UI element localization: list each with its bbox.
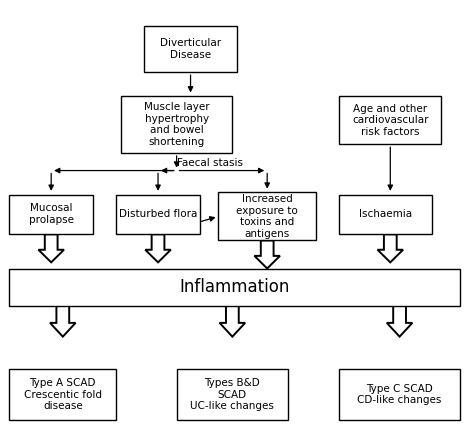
Text: Type C SCAD
CD-like changes: Type C SCAD CD-like changes — [357, 384, 442, 405]
Polygon shape — [145, 234, 171, 262]
FancyBboxPatch shape — [339, 194, 432, 234]
Polygon shape — [387, 306, 412, 337]
FancyBboxPatch shape — [9, 369, 116, 420]
Text: Ischaemia: Ischaemia — [359, 209, 412, 219]
Text: Muscle layer
hypertrophy
and bowel
shortening: Muscle layer hypertrophy and bowel short… — [144, 102, 210, 147]
FancyBboxPatch shape — [339, 369, 460, 420]
FancyBboxPatch shape — [144, 26, 237, 72]
FancyBboxPatch shape — [116, 194, 200, 234]
FancyBboxPatch shape — [339, 96, 441, 145]
Text: Faecal stasis: Faecal stasis — [177, 158, 243, 169]
Text: Disturbed flora: Disturbed flora — [119, 209, 197, 219]
Polygon shape — [219, 306, 245, 337]
Polygon shape — [377, 234, 403, 262]
Text: Mucosal
prolapse: Mucosal prolapse — [29, 203, 73, 225]
Text: Diverticular
Disease: Diverticular Disease — [160, 38, 221, 60]
Text: Types B&D
SCAD
UC-like changes: Types B&D SCAD UC-like changes — [191, 378, 274, 411]
FancyBboxPatch shape — [121, 96, 232, 153]
Polygon shape — [50, 306, 75, 337]
Text: Inflammation: Inflammation — [180, 278, 290, 297]
Polygon shape — [38, 234, 64, 262]
Text: Increased
exposure to
toxins and
antigens: Increased exposure to toxins and antigen… — [237, 194, 298, 239]
Polygon shape — [255, 240, 280, 268]
FancyBboxPatch shape — [9, 194, 93, 234]
Text: Type A SCAD
Crescentic fold
disease: Type A SCAD Crescentic fold disease — [24, 378, 102, 411]
FancyBboxPatch shape — [9, 269, 460, 306]
Text: Age and other
cardiovascular
risk factors: Age and other cardiovascular risk factor… — [352, 103, 428, 137]
FancyBboxPatch shape — [177, 369, 288, 420]
FancyBboxPatch shape — [219, 192, 316, 240]
